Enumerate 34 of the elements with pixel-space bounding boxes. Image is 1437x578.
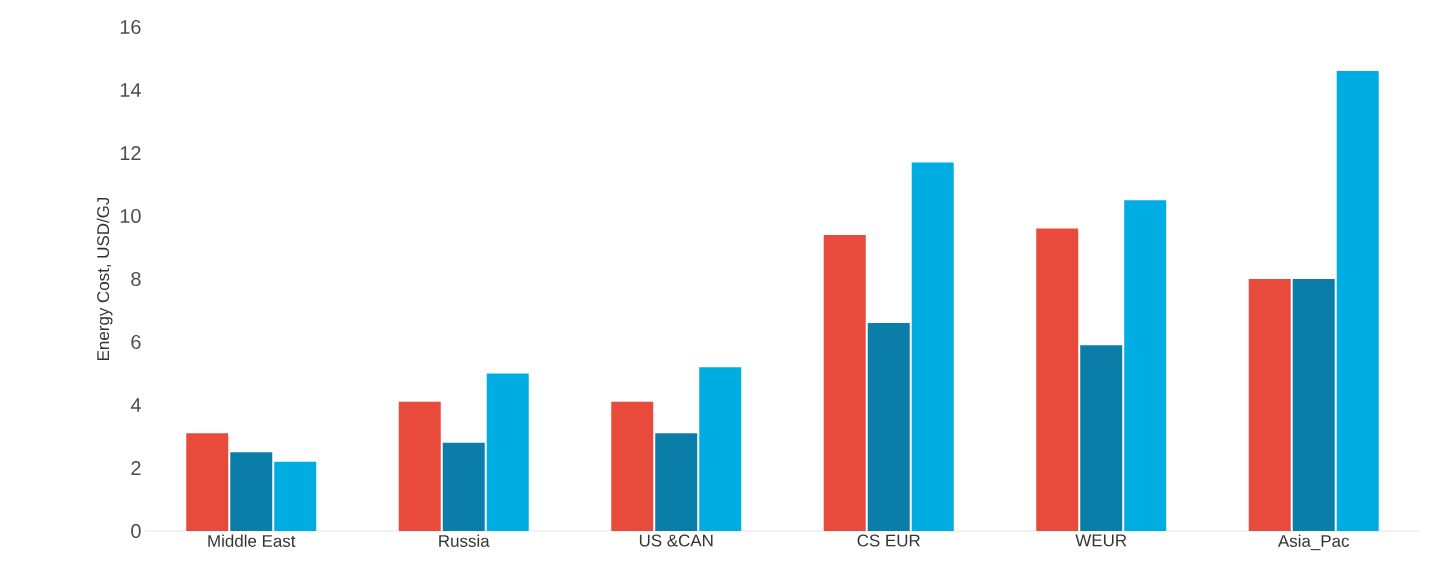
bar	[1336, 71, 1379, 531]
x-tick-label: Asia_Pac	[1277, 534, 1350, 551]
bar	[1292, 279, 1335, 531]
x-tick-label: CS EUR	[857, 534, 920, 547]
bar	[823, 234, 866, 531]
x-tick-label: US &CAN	[639, 534, 713, 547]
x-tick-label: Russia	[439, 534, 490, 547]
bar	[1248, 279, 1291, 531]
bar	[442, 442, 485, 531]
bar	[230, 452, 273, 531]
y-tick-label: 8	[131, 271, 141, 287]
y-axis-title: Energy Cost, USD/GJ	[96, 197, 113, 360]
y-tick-label: 2	[131, 461, 141, 475]
bar	[1080, 345, 1123, 531]
y-tick-label: 0	[131, 523, 141, 539]
bar	[398, 401, 441, 531]
y-tick-label: 6	[131, 334, 141, 350]
bar	[486, 373, 529, 531]
bar	[274, 461, 317, 531]
bar	[1036, 228, 1079, 531]
y-tick-label: 4	[130, 398, 141, 412]
y-tick-label: 10	[120, 208, 141, 224]
bar	[1124, 200, 1167, 531]
x-tick-label: WEUR	[1075, 534, 1127, 547]
x-tick-label: Middle East	[208, 534, 296, 547]
bar	[911, 162, 954, 531]
bar	[655, 433, 698, 531]
y-tick-label: 12	[120, 146, 141, 160]
bar	[867, 323, 910, 531]
y-tick-label: 16	[120, 19, 141, 35]
y-tick-label: 14	[120, 83, 141, 97]
bar	[699, 367, 742, 531]
bar	[186, 433, 229, 531]
bar	[611, 401, 654, 531]
